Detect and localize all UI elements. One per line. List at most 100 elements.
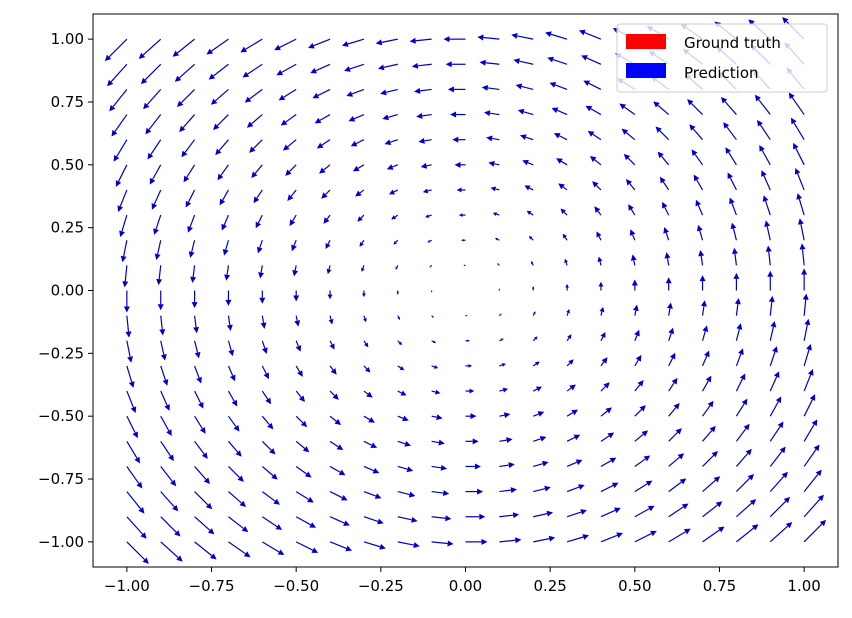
arrow-head bbox=[357, 216, 363, 222]
quiver-arrow bbox=[107, 63, 128, 87]
arrow-shaft bbox=[483, 36, 500, 40]
quiver-arrow bbox=[623, 153, 636, 166]
arrow-shaft bbox=[328, 265, 331, 270]
arrow-shaft bbox=[355, 139, 365, 145]
quiver-arrow bbox=[631, 279, 638, 291]
arrow-head bbox=[748, 19, 755, 26]
quiver-arrow bbox=[280, 114, 297, 126]
arrow-head bbox=[655, 126, 662, 133]
arrow-shaft bbox=[426, 164, 432, 167]
legend-swatch-ground-truth bbox=[626, 34, 666, 49]
arrow-shaft bbox=[584, 32, 602, 40]
arrow-shaft bbox=[632, 234, 636, 241]
arrow-shaft bbox=[769, 376, 778, 392]
arrow-head bbox=[693, 174, 700, 182]
quiver-arrow bbox=[326, 265, 332, 275]
arrow-head bbox=[785, 522, 793, 529]
arrow-head bbox=[104, 54, 112, 62]
arrow-shaft bbox=[226, 265, 230, 275]
quiver-arrow bbox=[261, 365, 269, 380]
arrow-head bbox=[777, 421, 784, 429]
arrow-shaft bbox=[397, 415, 404, 419]
arrow-shaft bbox=[295, 415, 304, 424]
arrow-shaft bbox=[222, 189, 229, 201]
arrow-shaft bbox=[261, 516, 278, 528]
arrow-head bbox=[149, 177, 156, 185]
arrow-shaft bbox=[566, 486, 580, 493]
quiver-arrow bbox=[702, 375, 712, 392]
arrow-head bbox=[187, 226, 193, 233]
arrow-head bbox=[206, 48, 214, 55]
quiver-arrow bbox=[587, 130, 602, 141]
arrow-head bbox=[364, 342, 369, 348]
arrow-head bbox=[229, 374, 236, 382]
quiver-arrow bbox=[329, 390, 339, 400]
arrow-shaft bbox=[397, 440, 406, 445]
arrow-head bbox=[809, 394, 816, 401]
x-tick-label: 0.00 bbox=[449, 577, 482, 595]
arrow-shaft bbox=[431, 315, 434, 318]
quiver-arrow bbox=[702, 526, 725, 543]
quiver-arrow bbox=[183, 164, 196, 183]
arrow-shaft bbox=[692, 128, 704, 141]
arrow-head bbox=[237, 475, 244, 482]
arrow-head bbox=[372, 467, 380, 474]
arrow-head bbox=[391, 215, 397, 220]
arrow-shaft bbox=[599, 261, 602, 266]
x-tick-label: 0.75 bbox=[703, 577, 736, 595]
quiver-arrow bbox=[431, 365, 439, 369]
quiver-arrow bbox=[191, 290, 198, 309]
quiver-arrow bbox=[565, 283, 569, 291]
quiver-arrow bbox=[194, 340, 201, 359]
quiver-arrow bbox=[224, 265, 231, 281]
quiver-arrow bbox=[329, 440, 344, 451]
arrow-head bbox=[578, 484, 585, 490]
arrow-shaft bbox=[150, 139, 162, 155]
quiver-arrow bbox=[696, 224, 704, 241]
arrow-shaft bbox=[769, 351, 776, 367]
arrow-shaft bbox=[194, 466, 207, 480]
arrow-head bbox=[443, 36, 450, 43]
arrow-shaft bbox=[387, 113, 398, 118]
quiver-arrow bbox=[255, 214, 263, 229]
arrow-head bbox=[282, 144, 290, 151]
quiver-arrow bbox=[628, 204, 636, 216]
arrow-shaft bbox=[254, 164, 263, 174]
arrow-shaft bbox=[397, 541, 415, 546]
arrow-head bbox=[153, 228, 159, 235]
quiver-arrow bbox=[160, 340, 167, 361]
arrow-head bbox=[309, 522, 316, 528]
quiver-arrow bbox=[769, 471, 788, 492]
arrow-head bbox=[411, 62, 419, 69]
arrow-head bbox=[628, 204, 634, 211]
arrow-head bbox=[522, 159, 529, 166]
quiver-arrow bbox=[454, 161, 466, 168]
quiver-arrow bbox=[762, 195, 771, 216]
quiver-arrow bbox=[194, 541, 217, 560]
arrow-head bbox=[249, 146, 256, 153]
arrow-shaft bbox=[357, 164, 365, 169]
quiver-arrow bbox=[664, 252, 671, 266]
arrow-head bbox=[647, 505, 655, 512]
quiver-arrow bbox=[327, 290, 333, 300]
quiver-arrow bbox=[452, 136, 466, 143]
quiver-arrow bbox=[566, 384, 576, 392]
quiver-arrow bbox=[764, 220, 771, 241]
quiver-arrow bbox=[261, 516, 283, 530]
quiver-arrow bbox=[253, 189, 263, 204]
arrow-shaft bbox=[251, 114, 263, 125]
arrow-head bbox=[589, 156, 597, 163]
arrow-head bbox=[346, 91, 353, 97]
arrow-shaft bbox=[155, 214, 162, 230]
quiver-arrow bbox=[352, 164, 365, 172]
arrow-shaft bbox=[521, 85, 534, 90]
arrow-head bbox=[440, 464, 448, 471]
quiver-arrow bbox=[138, 38, 162, 59]
arrow-shaft bbox=[768, 251, 771, 266]
arrow-head bbox=[179, 125, 186, 133]
quiver-arrow bbox=[513, 58, 534, 65]
arrow-head bbox=[181, 150, 188, 158]
arrow-shaft bbox=[126, 441, 138, 459]
quiver-arrow bbox=[702, 400, 714, 417]
quiver-arrow bbox=[735, 348, 744, 367]
